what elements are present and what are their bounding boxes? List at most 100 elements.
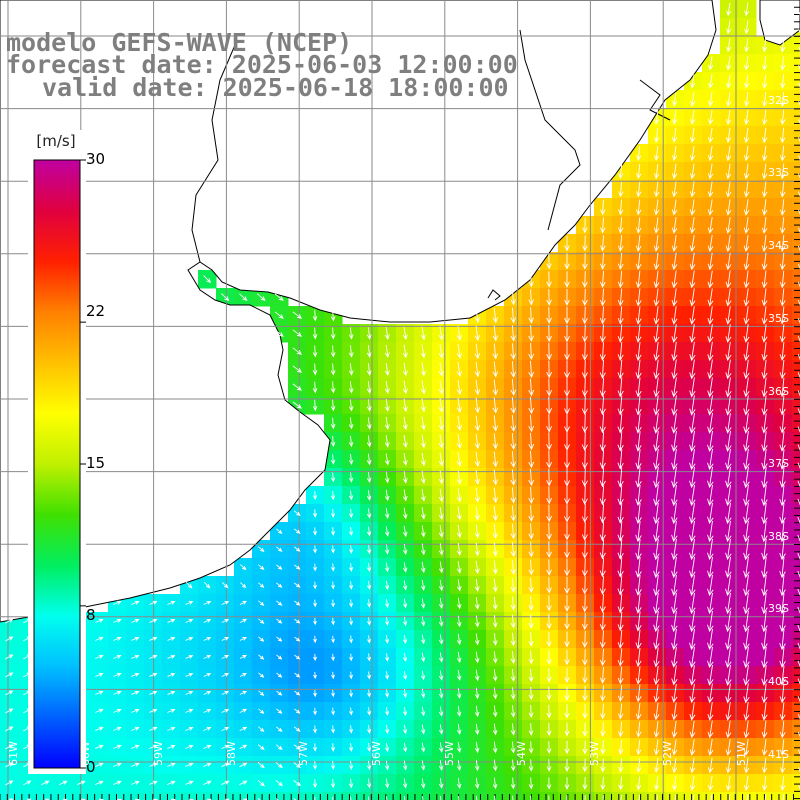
wind-arrow [258,582,265,588]
wind-arrow [726,92,732,107]
wind-arrow [779,359,786,380]
wind-arrow [671,163,678,180]
wind-arrow [564,704,570,719]
wind-arrow [528,307,534,324]
wind-arrow [330,778,336,789]
wind-arrow [725,701,732,722]
wind-arrow [474,542,480,557]
wind-arrow [331,671,335,680]
wind-arrow [743,252,750,271]
wind-arrow [761,702,768,721]
wind-arrow [366,345,372,358]
wind-arrow [689,359,696,380]
wind-arrow [707,775,714,792]
wind-arrow [653,520,660,543]
wind-arrow [779,683,786,704]
wind-arrow [689,413,696,434]
wind-arrow [546,613,552,630]
wind-arrow [779,377,786,398]
wind-arrow [510,578,516,593]
wind-arrow [725,181,732,198]
wind-arrow [221,673,230,677]
wind-arrow [797,660,800,668]
wind-arrow [239,655,247,659]
wind-arrow [95,672,104,677]
wind-arrow [331,743,336,752]
wind-arrow [636,776,642,791]
wind-arrow [798,119,800,125]
wind-arrow [528,741,534,754]
wind-arrow [403,724,408,735]
wind-arrow [635,181,642,198]
wind-arrow [779,163,786,180]
wind-arrow [546,522,552,541]
field-cell [324,792,343,800]
wind-arrow [707,484,714,507]
wind-arrow [113,618,122,623]
wind-arrow [348,381,354,394]
wind-arrow [276,654,283,660]
wind-arrow [725,610,732,633]
wind-arrow [438,543,444,556]
wind-arrow [779,413,786,434]
wind-arrow [600,217,606,234]
wind-arrow [367,671,372,680]
wind-arrow [744,2,750,17]
wind-arrow [707,127,714,144]
wind-arrow [366,453,372,466]
wind-arrow [456,361,463,378]
wind-arrow [510,343,517,360]
wind-arrow [725,448,732,471]
wind-arrow [725,163,732,180]
wind-arrow [510,723,516,736]
wind-arrow [689,127,696,144]
wind-arrow [350,796,352,800]
wind-arrow [420,398,426,413]
wind-arrow [779,610,786,633]
wind-arrow [564,558,570,577]
wind-arrow [167,726,176,731]
wind-arrow [743,359,750,380]
field-cell [450,792,469,800]
wind-arrow [599,359,606,380]
wind-arrow [366,381,372,394]
wind-arrow [707,739,714,756]
wind-arrow [707,646,714,669]
lat-label: 35S [768,312,789,325]
field-cell [792,396,800,415]
wind-arrow [402,362,408,377]
wind-arrow [617,377,624,398]
wind-arrow [330,435,336,448]
wind-arrow [528,650,534,665]
wind-arrow [707,757,714,774]
wind-arrow [635,288,642,307]
wind-arrow [292,329,303,337]
wind-arrow [725,306,732,325]
coastline [639,79,671,121]
wind-arrow [743,556,750,579]
wind-arrow [546,271,552,288]
wind-arrow [779,628,786,651]
wind-arrow [546,704,552,719]
wind-arrow [313,617,317,626]
wind-arrow [725,520,732,543]
wind-arrow [330,345,336,358]
wind-arrow [402,434,408,449]
wind-arrow [131,744,140,749]
wind-arrow [599,253,606,270]
wind-arrow [689,145,696,162]
wind-arrow [438,597,444,610]
wind-arrow [95,618,104,623]
wind-arrow [95,654,104,659]
wind-arrow [384,417,390,430]
wind-arrow [581,395,588,416]
wind-arrow [671,466,678,489]
wind-arrow [456,397,463,414]
wind-arrow [671,217,678,234]
wind-arrow [581,413,588,434]
wind-arrow [725,359,732,380]
wind-arrow [313,509,318,518]
wind-arrow [276,564,283,570]
colorbar-tick-label: 30 [86,150,106,168]
model-title: modelo GEFS-WAVE (NCEP) [6,28,353,57]
